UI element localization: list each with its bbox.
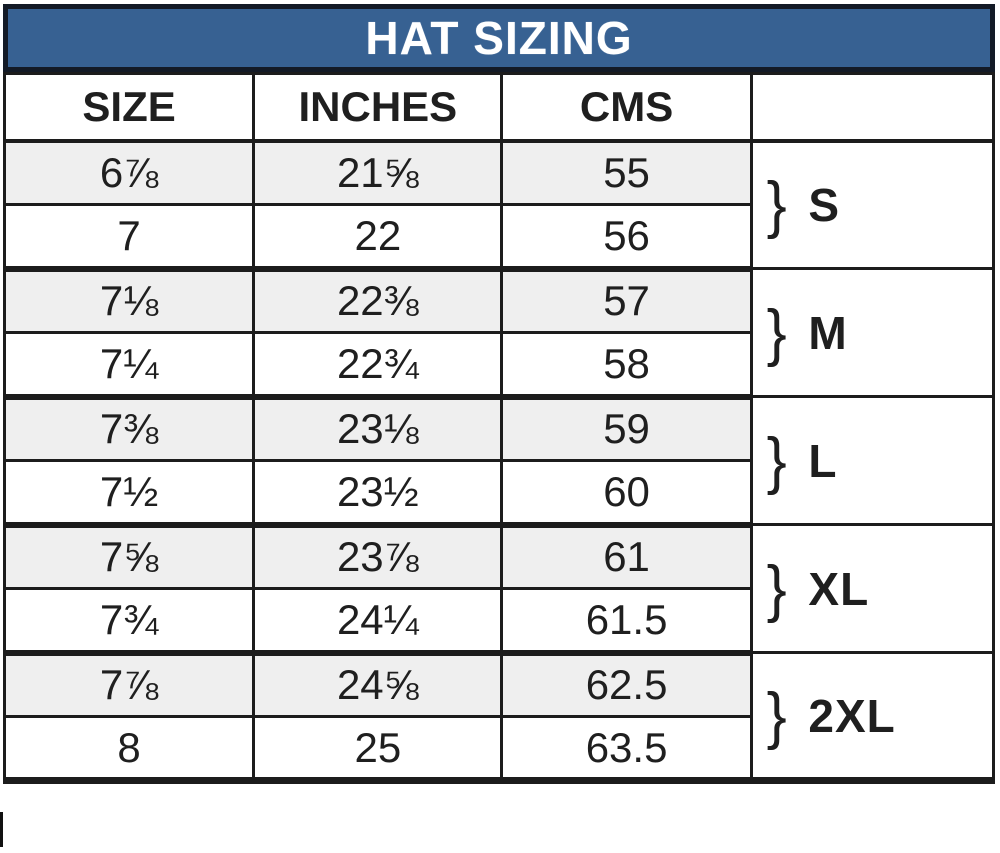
size-cell: 7 <box>2 203 256 272</box>
size-cell: 6⅞ <box>2 139 256 206</box>
inches-cell: 23⅞ <box>252 523 504 590</box>
group-cell-2xl: } 2XL <box>749 651 996 782</box>
group-label: XL <box>808 562 870 615</box>
col-header-group <box>749 72 996 143</box>
table-row: 8 25 63.5 <box>2 715 994 782</box>
chart-title-bar: HAT SIZING <box>3 4 995 72</box>
header-row: SIZE INCHES CMS <box>2 72 996 143</box>
hat-sizing-chart: HAT SIZING SIZE INCHES CMS 6⅞ 21⅝ 55 } S <box>2 4 996 784</box>
cms-cell: 56 <box>500 203 753 272</box>
brace-glyph: } <box>766 424 787 496</box>
cms-cell: 57 <box>500 267 753 334</box>
size-cell: 7⅝ <box>2 523 256 590</box>
table-row: 6⅞ 21⅝ 55 } S <box>2 139 996 270</box>
inches-cell: 23⅛ <box>252 395 504 462</box>
cms-cell: 61 <box>500 523 753 590</box>
size-cell: 7½ <box>2 459 256 528</box>
col-header-size: SIZE <box>2 72 256 143</box>
size-cell: 7⅜ <box>2 395 256 462</box>
inches-cell: 22 <box>252 203 504 272</box>
inches-cell: 23½ <box>252 459 504 528</box>
inches-cell: 25 <box>252 715 504 782</box>
cms-cell: 59 <box>500 395 753 462</box>
cms-cell: 62.5 <box>500 651 753 718</box>
col-header-cms: CMS <box>500 72 753 143</box>
cms-cell: 58 <box>500 331 753 400</box>
group-cell-m: } M <box>749 267 996 398</box>
group-label: M <box>808 306 848 359</box>
brace-glyph: } <box>766 552 787 624</box>
size-cell: 7¾ <box>2 587 256 656</box>
size-cell: 7⅛ <box>2 267 256 334</box>
size-cell: 8 <box>2 715 256 782</box>
table-row: 7⅛ 22⅜ 57 } M <box>2 267 996 398</box>
size-cell: 7⅞ <box>2 651 256 718</box>
brace-glyph: } <box>766 169 787 240</box>
group-cell-s: } S <box>749 139 996 270</box>
cms-cell: 63.5 <box>500 715 753 782</box>
table-row: 7⅜ 23⅛ 59 } L <box>2 395 996 526</box>
sizing-table: SIZE INCHES CMS 6⅞ 21⅝ 55 } S 7 22 56 <box>2 72 996 784</box>
group-cell-l: } L <box>749 395 996 526</box>
size-cell: 7¼ <box>2 331 256 400</box>
group-label: S <box>808 178 841 231</box>
chart-title: HAT SIZING <box>365 12 633 64</box>
inches-cell: 22¾ <box>252 331 504 400</box>
scan-edge-artifact <box>0 812 3 847</box>
cms-cell: 60 <box>500 459 753 528</box>
cms-cell: 55 <box>500 139 753 206</box>
inches-cell: 21⅝ <box>252 139 504 206</box>
cms-cell: 61.5 <box>500 587 753 656</box>
inches-cell: 22⅜ <box>252 267 504 334</box>
inches-cell: 24⅝ <box>252 651 504 718</box>
inches-cell: 24¼ <box>252 587 504 656</box>
brace-glyph: } <box>766 296 787 368</box>
group-label: 2XL <box>808 689 896 742</box>
col-header-inches: INCHES <box>252 72 504 143</box>
group-label: L <box>808 434 838 487</box>
group-cell-xl: } XL <box>749 523 996 654</box>
brace-glyph: } <box>766 679 787 751</box>
table-row: 7 22 56 <box>2 203 994 272</box>
table-row: 7¼ 22¾ 58 <box>2 331 994 400</box>
table-row: 7¾ 24¼ 61.5 <box>2 587 994 656</box>
table-row: 7⅞ 24⅝ 62.5 } 2XL <box>2 651 996 782</box>
table-row: 7½ 23½ 60 <box>2 459 994 528</box>
table-row: 7⅝ 23⅞ 61 } XL <box>2 523 996 654</box>
